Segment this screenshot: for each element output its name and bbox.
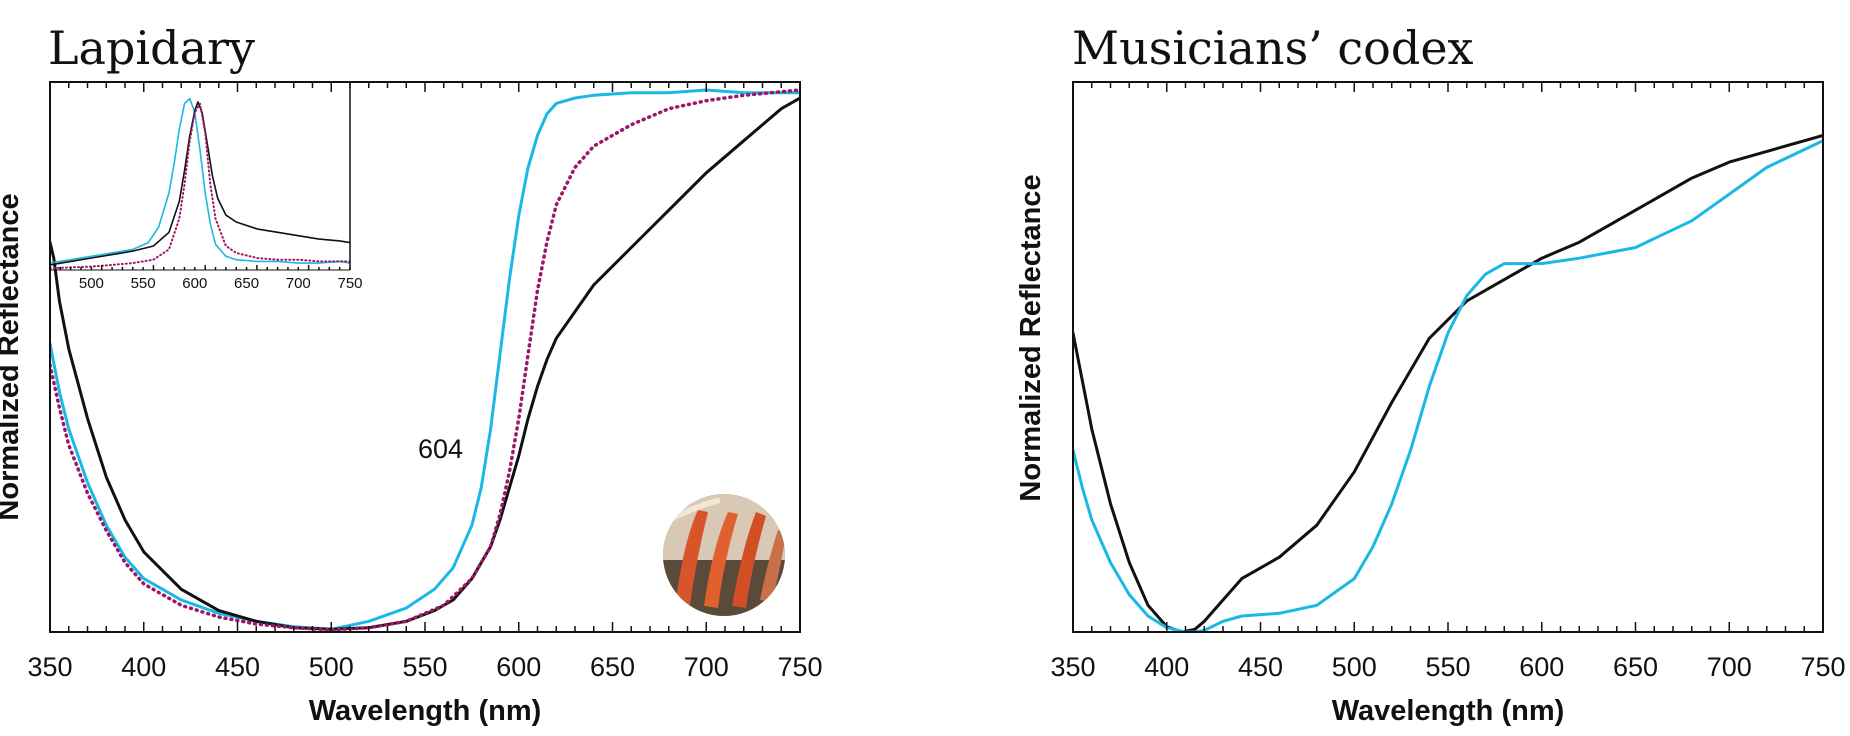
chart-title: Musicians’ codex: [1072, 21, 1474, 75]
x-tick-label: 550: [131, 275, 156, 292]
x-tick-label: 650: [590, 652, 635, 682]
x-tick-label: 650: [1613, 652, 1658, 682]
x-axis-ticks: 350 400 450 500 550 600 650 700 750: [27, 82, 823, 682]
chart-lapidary: Lapidary Normalized Reflectance Waveleng…: [0, 21, 823, 727]
main-series-cyan-line: [50, 88, 800, 631]
plot-area: [50, 88, 800, 632]
x-tick-label: 700: [1707, 652, 1752, 682]
x-tick-label: 350: [27, 652, 72, 682]
x-tick-label: 700: [286, 275, 311, 292]
chart-title: Lapidary: [48, 21, 255, 75]
x-tick-label: 600: [182, 275, 207, 292]
x-tick-label: 450: [1238, 652, 1283, 682]
x-tick-label: 750: [337, 275, 362, 292]
x-tick-label: 400: [1144, 652, 1189, 682]
main-series-cyan-line: [1073, 139, 1823, 632]
inset-series-cyan-line: [50, 97, 350, 264]
x-tick-label: 500: [1332, 652, 1377, 682]
x-tick-label: 500: [309, 652, 354, 682]
chart-musicians-codex: Musicians’ codex Normalized Reflectance …: [1015, 21, 1846, 727]
inset-series-magenta-line: [50, 102, 350, 270]
x-tick-label: 350: [1050, 652, 1095, 682]
x-tick-label: 550: [402, 652, 447, 682]
plot-frame: [1072, 81, 1824, 633]
y-axis-label: Normalized Reflectance: [0, 193, 25, 520]
x-tick-label: 700: [684, 652, 729, 682]
x-axis-label: Wavelength (nm): [1332, 695, 1565, 727]
thumbnail-image: [663, 494, 785, 616]
x-tick-label: 500: [79, 275, 104, 292]
x-axis-label: Wavelength (nm): [309, 695, 542, 727]
x-tick-label: 600: [496, 652, 541, 682]
x-tick-label: 400: [121, 652, 166, 682]
x-tick-label: 750: [777, 652, 822, 682]
x-tick-label: 650: [234, 275, 259, 292]
x-axis-ticks: 350 400 450 500 550 600 650 700 750: [1050, 82, 1846, 682]
inset-plot-area: [50, 97, 350, 270]
x-tick-label: 600: [1519, 652, 1564, 682]
inset-chart: 500 550 600 650 700 750: [49, 82, 363, 292]
plot-area: [1073, 133, 1823, 632]
y-axis-label: Normalized Reflectance: [1015, 174, 1047, 501]
main-series-black-line: [1073, 133, 1823, 632]
inset-x-ticks: 500 550 600 650 700 750: [49, 265, 363, 292]
peak-annotation: 604: [418, 434, 463, 464]
x-tick-label: 750: [1800, 652, 1845, 682]
inset-series-black-line: [50, 101, 350, 266]
x-tick-label: 550: [1425, 652, 1470, 682]
x-tick-label: 450: [215, 652, 260, 682]
